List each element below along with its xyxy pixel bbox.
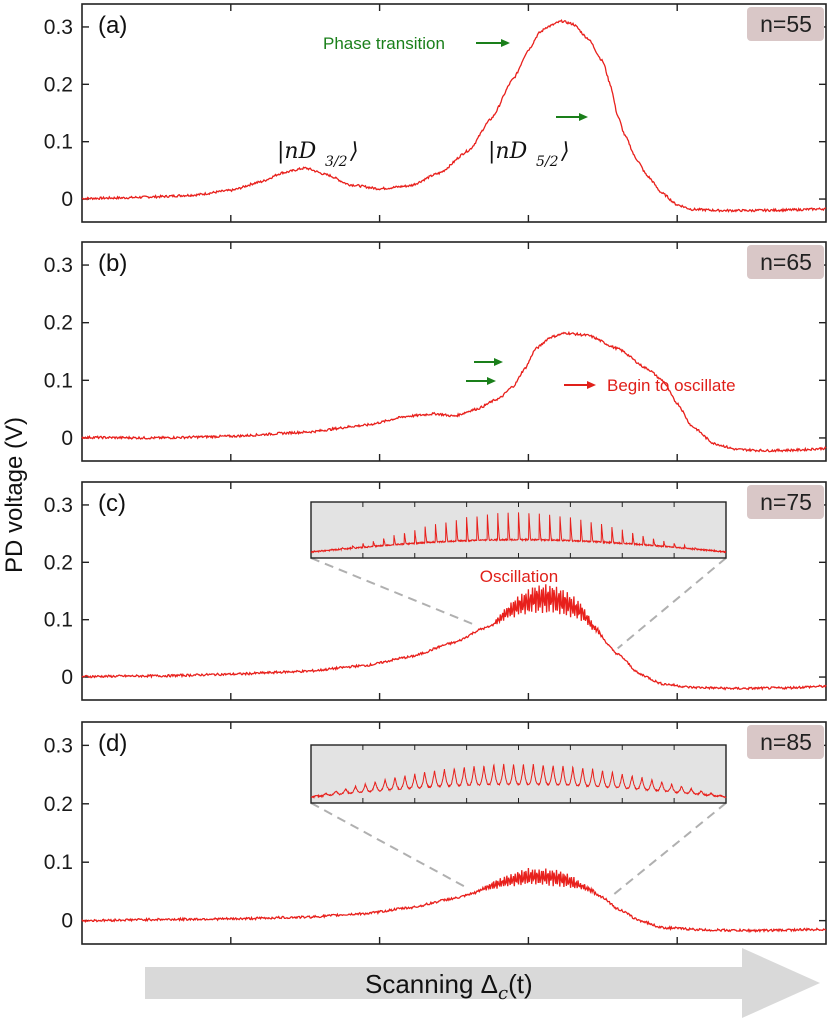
n-badge-bg	[747, 725, 824, 759]
y-tick-label: 0.3	[44, 734, 73, 757]
svg-text:⟩: ⟩	[349, 139, 359, 164]
y-axis-label: PD voltage (V)	[1, 417, 28, 573]
y-tick-label: 0.3	[44, 16, 73, 39]
svg-text:5/2: 5/2	[536, 154, 559, 170]
panel-a-annotations: Phase transition |nD 3/2 ⟩ |nD 5/2 ⟩	[277, 34, 588, 170]
n-badge: n=75	[760, 489, 812, 515]
begin-oscillate-label: Begin to oscillate	[607, 376, 736, 395]
state-label-nd32: |nD 3/2 ⟩	[277, 139, 359, 170]
panel-label: (b)	[98, 250, 127, 277]
n-badge-bg	[747, 245, 824, 279]
panel-label: (a)	[98, 12, 127, 39]
n-badge-bg	[747, 7, 824, 41]
zoom-line-right	[617, 557, 727, 650]
panel-label: (d)	[98, 730, 127, 757]
series-line	[81, 330, 827, 453]
y-tick-label: 0.3	[44, 494, 73, 517]
panel-d: 0 0.1 0.2 0.3 (d) n=85	[44, 721, 827, 945]
zoom-line-left	[310, 802, 470, 890]
y-tick-label: 0.2	[44, 793, 73, 816]
y-tick-label: 0	[61, 427, 73, 450]
inset-frame	[310, 744, 727, 804]
y-tick-label: 0.1	[44, 851, 73, 874]
y-tick-label: 0.1	[44, 369, 73, 392]
y-tick-label: 0	[61, 666, 73, 689]
y-tick-label: 0.3	[44, 254, 73, 277]
inset-series-line	[310, 512, 727, 554]
inset-series-line	[310, 763, 727, 799]
zoom-line-right	[609, 802, 727, 899]
panel-label: (c)	[98, 490, 126, 517]
zoom-line-left	[310, 557, 477, 627]
series-line	[81, 867, 827, 934]
svg-text:|nD: |nD	[488, 139, 528, 164]
series-line	[81, 19, 827, 213]
plot-frame	[81, 481, 827, 701]
n-badge: n=65	[760, 249, 812, 275]
phase-transition-label: Phase transition	[323, 34, 445, 53]
panel-b: 0 0.1 0.2 0.3 (b) n=65	[44, 241, 827, 462]
scanning-arrow: Scanning Δc(t)	[145, 948, 820, 1018]
n-badge: n=55	[760, 11, 812, 37]
panel-a: 0 0.1 0.2 0.3 (a) n=55	[44, 3, 827, 223]
svg-text:⟩: ⟩	[560, 139, 570, 164]
y-tick-label: 0.2	[44, 551, 73, 574]
oscillation-inset	[310, 501, 727, 650]
oscillation-inset	[310, 744, 727, 899]
y-tick-label: 0.2	[44, 312, 73, 335]
n-badge-bg	[747, 485, 824, 519]
y-tick-label: 0.1	[44, 609, 73, 632]
y-tick-label: 0	[61, 188, 73, 211]
svg-text:3/2: 3/2	[325, 154, 348, 170]
x-axis-label: Scanning Δc(t)	[365, 969, 533, 1004]
series-line	[81, 584, 827, 691]
panel-b-annotations: Begin to oscillate	[466, 358, 736, 395]
y-tick-label: 0.1	[44, 131, 73, 154]
n-badge: n=85	[760, 729, 812, 755]
plot-frame	[81, 721, 827, 945]
plot-frame	[81, 3, 827, 223]
state-label-nd52: |nD 5/2 ⟩	[488, 139, 570, 170]
plot-frame	[81, 241, 827, 462]
svg-text:|nD: |nD	[277, 139, 317, 164]
y-tick-label: 0.2	[44, 73, 73, 96]
panel-c: 0 0.1 0.2 0.3 (c) n=75	[44, 481, 827, 701]
oscillation-label: Oscillation	[480, 567, 558, 586]
y-tick-label: 0	[61, 910, 73, 933]
